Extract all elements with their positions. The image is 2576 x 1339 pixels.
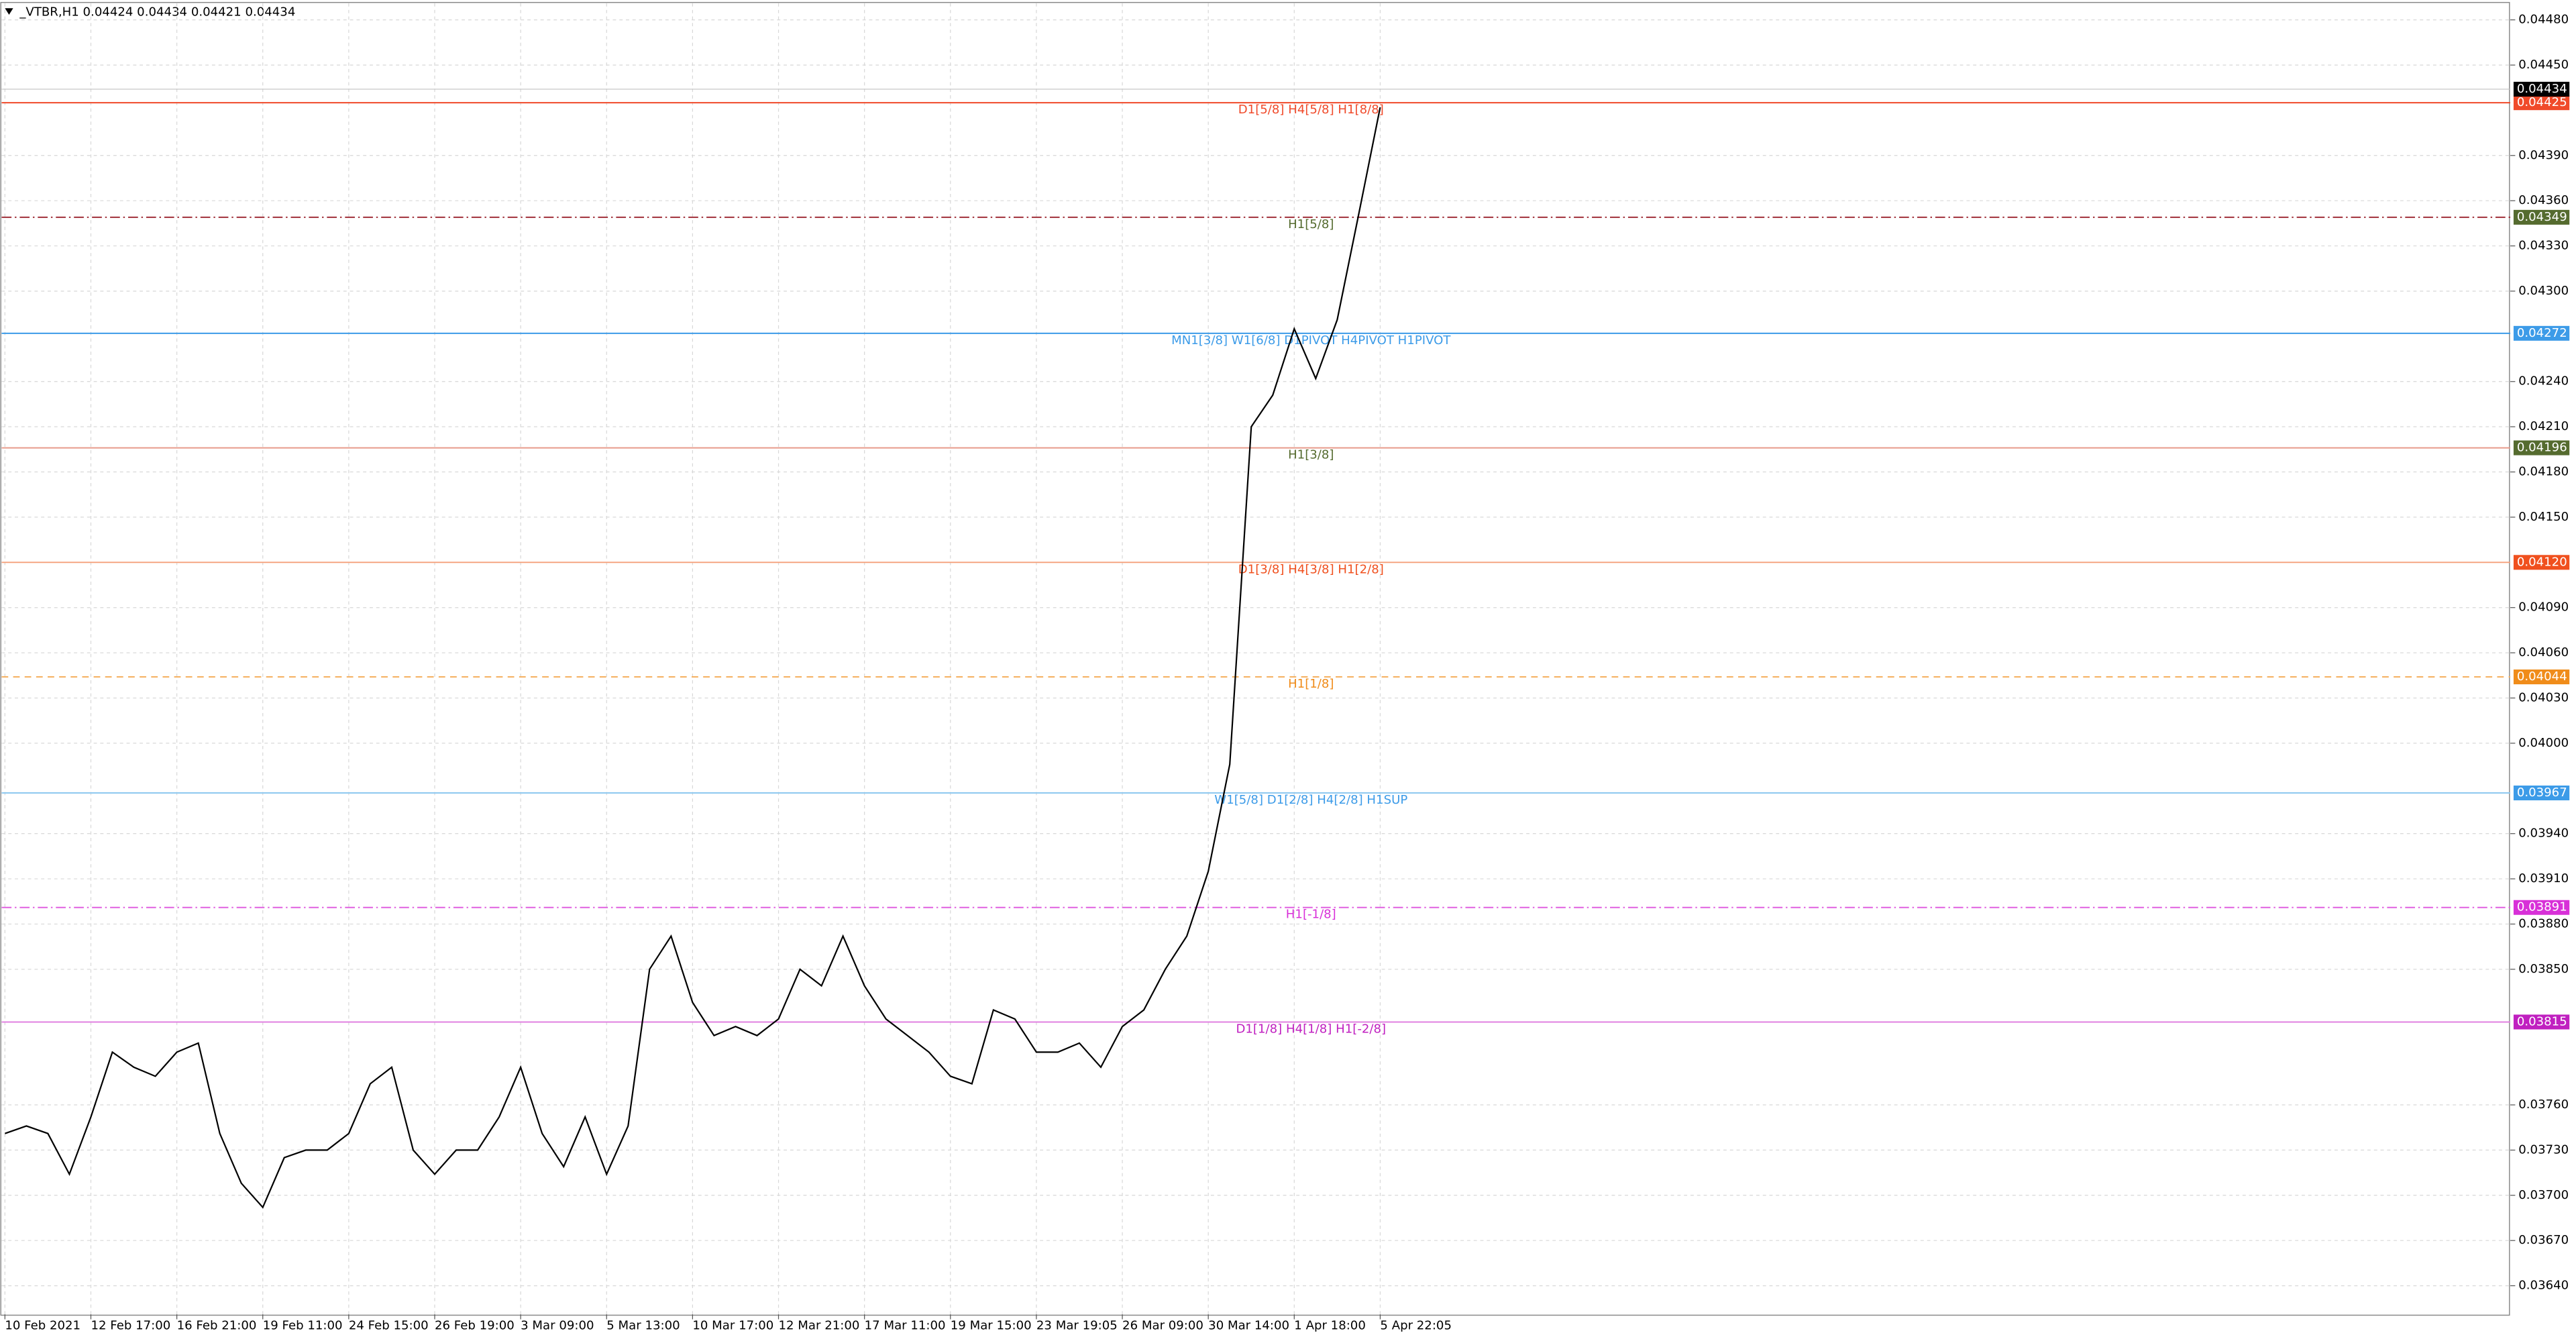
y-tick-label: 0.04240 — [2518, 374, 2569, 388]
level-name: H1[1/8] — [1288, 677, 1334, 691]
y-tick-label: 0.04180 — [2518, 465, 2569, 479]
level-name: H1[-1/8] — [1286, 908, 1336, 922]
y-tick-label: 0.04090 — [2518, 600, 2569, 614]
level-price: 0.04120 — [2517, 555, 2567, 569]
x-tick-label: 5 Mar 13:00 — [606, 1318, 680, 1332]
level-name: D1[5/8] H4[5/8] H1[8/8] — [1238, 103, 1384, 117]
level-price-box — [2513, 555, 2570, 570]
y-tick-label: 0.04300 — [2518, 284, 2569, 298]
x-tick-label: 12 Feb 17:00 — [91, 1318, 170, 1332]
x-tick-label: 12 Mar 21:00 — [779, 1318, 860, 1332]
y-tick-label: 0.04480 — [2518, 13, 2569, 27]
y-tick-label: 0.04390 — [2518, 148, 2569, 162]
x-tick-label: 19 Feb 11:00 — [263, 1318, 343, 1332]
y-tick-label: 0.03910 — [2518, 871, 2569, 886]
y-tick-label: 0.03730 — [2518, 1142, 2569, 1157]
y-tick-label: 0.04000 — [2518, 736, 2569, 750]
x-tick-label: 26 Mar 09:00 — [1122, 1318, 1203, 1332]
y-tick-label: 0.03850 — [2518, 962, 2569, 976]
x-tick-label: 26 Feb 19:00 — [435, 1318, 515, 1332]
x-tick-label: 17 Mar 11:00 — [865, 1318, 946, 1332]
x-tick-label: 19 Mar 15:00 — [951, 1318, 1032, 1332]
y-tick-label: 0.03700 — [2518, 1188, 2569, 1202]
y-tick-label: 0.03940 — [2518, 826, 2569, 841]
y-tick-label: 0.04060 — [2518, 645, 2569, 659]
plot-frame — [0, 1, 2510, 1316]
last-price-label: 0.04434 — [2517, 82, 2567, 96]
x-tick-label: 23 Mar 19:05 — [1036, 1318, 1118, 1332]
level-name: D1[3/8] H4[3/8] H1[2/8] — [1238, 562, 1384, 576]
level-price: 0.03891 — [2517, 900, 2567, 914]
level-name: MN1[3/8] W1[6/8] D1PIVOT H4PIVOT H1PIVOT — [1171, 333, 1451, 347]
price-line — [4, 107, 1381, 1209]
level-price-box — [2513, 325, 2570, 341]
x-tick-label: 5 Apr 22:05 — [1380, 1318, 1452, 1332]
last-price-box — [2513, 81, 2570, 97]
y-tick-label: 0.03640 — [2518, 1279, 2569, 1293]
y-tick-label: 0.04030 — [2518, 690, 2569, 704]
x-tick-label: 10 Feb 2021 — [5, 1318, 80, 1332]
level-price-box — [2513, 900, 2570, 915]
x-tick-label: 24 Feb 15:00 — [349, 1318, 429, 1332]
level-price-box — [2513, 785, 2570, 801]
x-tick-label: 10 Mar 17:00 — [692, 1318, 773, 1332]
y-tick-label: 0.04360 — [2518, 193, 2569, 207]
level-name: H1[3/8] — [1288, 448, 1334, 462]
y-tick-label: 0.04330 — [2518, 239, 2569, 253]
menu-arrow[interactable] — [5, 8, 13, 15]
level-name: H1[5/8] — [1288, 217, 1334, 231]
level-price-box — [2513, 209, 2570, 225]
level-price-box — [2513, 670, 2570, 685]
x-tick-label: 1 Apr 18:00 — [1294, 1318, 1366, 1332]
level-price-box — [2513, 440, 2570, 456]
y-tick-label: 0.03880 — [2518, 916, 2569, 930]
y-tick-label: 0.03760 — [2518, 1097, 2569, 1112]
level-price-box — [2513, 95, 2570, 111]
level-price: 0.03967 — [2517, 786, 2567, 800]
level-name: W1[5/8] D1[2/8] H4[2/8] H1SUP — [1214, 793, 1407, 807]
x-tick-label: 30 Mar 14:00 — [1208, 1318, 1289, 1332]
x-tick-label: 3 Mar 09:00 — [521, 1318, 594, 1332]
chart-title: _VTBR,H1 0.04424 0.04434 0.04421 0.04434 — [19, 5, 295, 19]
y-tick-label: 0.04210 — [2518, 419, 2569, 433]
level-price-box — [2513, 1014, 2570, 1030]
y-tick-label: 0.03670 — [2518, 1233, 2569, 1247]
level-price: 0.04349 — [2517, 210, 2567, 224]
x-tick-label: 16 Feb 21:00 — [177, 1318, 257, 1332]
level-price: 0.03815 — [2517, 1014, 2567, 1028]
y-tick-label: 0.04150 — [2518, 510, 2569, 524]
y-tick-label: 0.04450 — [2518, 58, 2569, 72]
level-price: 0.04044 — [2517, 670, 2567, 684]
level-price: 0.04196 — [2517, 441, 2567, 455]
level-name: D1[1/8] H4[1/8] H1[-2/8] — [1236, 1022, 1386, 1036]
level-price: 0.04425 — [2517, 95, 2567, 109]
level-price: 0.04272 — [2517, 326, 2567, 340]
